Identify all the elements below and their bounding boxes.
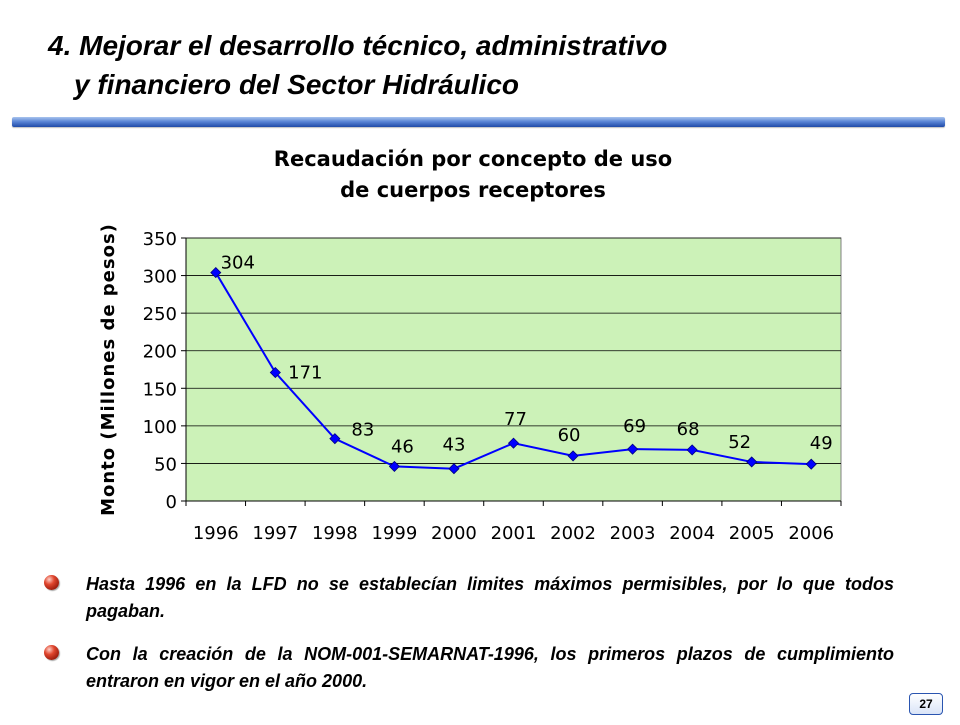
y-tick-label: 150 bbox=[143, 379, 177, 400]
x-tick-label: 1999 bbox=[372, 523, 418, 544]
data-point bbox=[388, 460, 400, 472]
x-tick-label: 2003 bbox=[610, 523, 656, 544]
data-point bbox=[329, 433, 341, 445]
x-tick-label: 2004 bbox=[669, 523, 715, 544]
data-label: 68 bbox=[677, 419, 700, 440]
y-axis-label: Monto (Millones de pesos) bbox=[98, 223, 119, 516]
chart-title-line1: Recaudación por concepto de uso bbox=[274, 147, 672, 171]
y-tick-label: 300 bbox=[143, 267, 177, 288]
bullet-text: Hasta 1996 en la LFD no se establecían l… bbox=[86, 574, 894, 621]
bullet-text: Con la creación de la NOM-001-SEMARNAT-1… bbox=[86, 644, 894, 691]
x-tick-label: 1996 bbox=[193, 523, 239, 544]
y-tick-label: 0 bbox=[166, 492, 177, 513]
data-point bbox=[686, 444, 698, 456]
data-point bbox=[746, 456, 758, 468]
bullet-item: Hasta 1996 en la LFD no se establecían l… bbox=[44, 571, 894, 625]
plot-area bbox=[185, 237, 842, 502]
x-tick-label: 2002 bbox=[550, 523, 596, 544]
y-tick-label: 50 bbox=[154, 454, 177, 475]
x-tick-label: 2001 bbox=[491, 523, 537, 544]
data-label: 46 bbox=[391, 436, 414, 457]
y-tick-label: 100 bbox=[143, 417, 177, 438]
slide-title-line2: y financiero del Sector Hidráulico bbox=[74, 69, 520, 100]
data-label: 43 bbox=[443, 435, 466, 456]
bullet-list: Hasta 1996 en la LFD no se establecían l… bbox=[44, 571, 894, 711]
red-sphere-bullet-icon bbox=[44, 645, 59, 660]
data-label: 69 bbox=[623, 416, 646, 437]
x-tick-label: 2006 bbox=[788, 523, 834, 544]
data-point bbox=[269, 366, 281, 379]
data-point bbox=[805, 458, 817, 470]
x-tick-label: 2005 bbox=[729, 523, 775, 544]
y-tick-label: 350 bbox=[143, 229, 177, 250]
data-label: 77 bbox=[504, 409, 527, 430]
y-tick-label: 200 bbox=[143, 342, 177, 363]
data-label: 60 bbox=[558, 425, 581, 446]
slide-title-line1: 4. Mejorar el desarrollo técnico, admini… bbox=[48, 30, 668, 61]
x-tick-label: 1998 bbox=[312, 523, 358, 544]
data-point bbox=[448, 463, 460, 475]
data-label: 49 bbox=[810, 433, 833, 454]
data-point bbox=[567, 450, 579, 462]
data-label: 83 bbox=[351, 420, 374, 441]
chart-title-line2: de cuerpos receptores bbox=[340, 178, 606, 202]
slide-title: 4. Mejorar el desarrollo técnico, admini… bbox=[48, 26, 908, 104]
bullet-item: Con la creación de la NOM-001-SEMARNAT-1… bbox=[44, 641, 894, 695]
data-point bbox=[627, 443, 639, 455]
x-tick-label: 2000 bbox=[431, 523, 477, 544]
data-point bbox=[210, 267, 222, 279]
data-label: 304 bbox=[221, 253, 255, 274]
data-label: 171 bbox=[288, 363, 322, 384]
title-divider bbox=[12, 117, 945, 127]
red-sphere-bullet-icon bbox=[44, 575, 59, 590]
data-point bbox=[507, 437, 520, 449]
data-label: 52 bbox=[728, 432, 751, 453]
x-tick-label: 1997 bbox=[252, 523, 298, 544]
y-tick-label: 250 bbox=[143, 304, 177, 325]
page-number-badge: 27 bbox=[909, 693, 943, 715]
